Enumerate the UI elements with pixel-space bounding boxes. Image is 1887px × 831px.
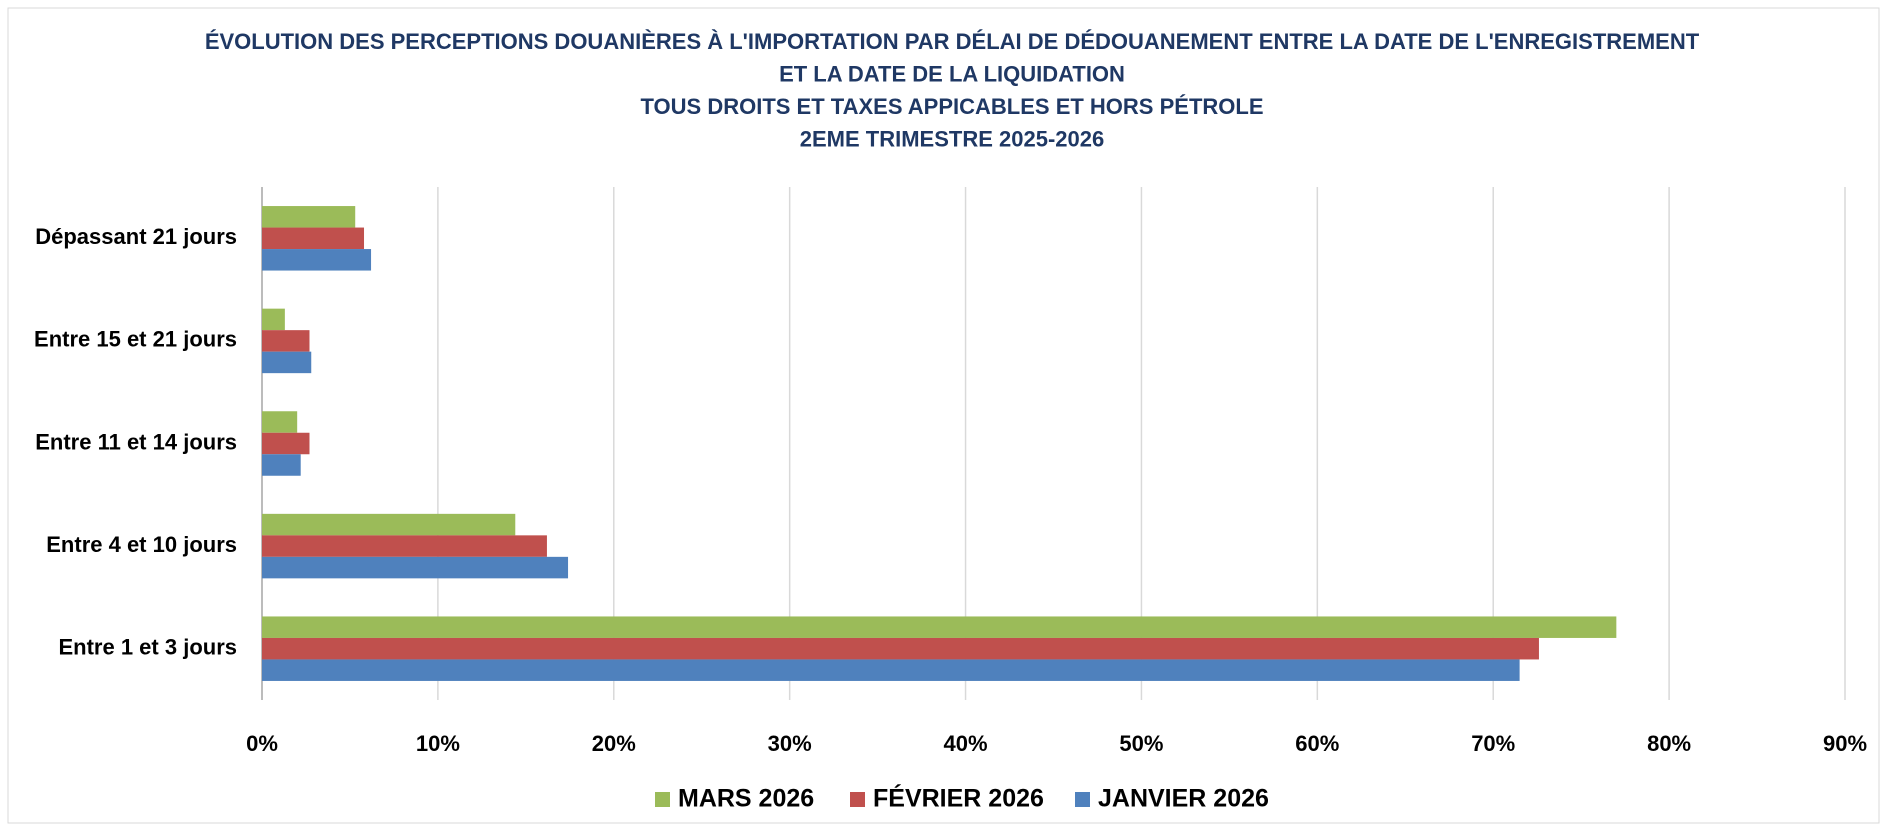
chart-title: 2EME TRIMESTRE 2025-2026 — [800, 126, 1104, 151]
bar — [262, 206, 356, 228]
y-tick-label: Entre 4 et 10 jours — [46, 532, 237, 557]
bar — [262, 308, 285, 331]
chart-title: ET LA DATE DE LA LIQUIDATION — [779, 61, 1125, 86]
bar — [262, 535, 547, 557]
legend-swatch — [850, 792, 865, 807]
x-tick-label: 20% — [592, 731, 636, 756]
y-tick-label: Entre 1 et 3 jours — [58, 635, 237, 660]
x-tick-label: 70% — [1471, 731, 1515, 756]
x-tick-label: 10% — [416, 731, 460, 756]
bar — [262, 556, 569, 579]
bar — [262, 330, 310, 352]
bar — [262, 432, 310, 455]
x-tick-label: 60% — [1295, 731, 1339, 756]
bar — [262, 659, 1520, 681]
chart-title: TOUS DROITS ET TAXES APPICABLES ET HORS … — [641, 94, 1264, 119]
y-tick-label: Entre 15 et 21 jours — [34, 327, 237, 352]
bar — [262, 411, 298, 433]
legend-label: JANVIER 2026 — [1098, 785, 1269, 813]
legend-swatch — [1075, 792, 1090, 807]
x-tick-label: 30% — [768, 731, 812, 756]
x-tick-label: 0% — [246, 731, 278, 756]
bar — [262, 637, 1539, 660]
legend-swatch — [655, 792, 670, 807]
bar — [262, 249, 372, 271]
x-tick-label: 40% — [944, 731, 988, 756]
bar — [262, 454, 301, 476]
x-tick-label: 80% — [1647, 731, 1691, 756]
x-tick-label: 90% — [1823, 731, 1867, 756]
legend-label: FÉVRIER 2026 — [873, 784, 1044, 813]
bar — [262, 513, 516, 536]
bar — [262, 351, 312, 374]
chart-frame — [7, 7, 1880, 824]
bar — [262, 616, 1617, 638]
y-tick-label: Dépassant 21 jours — [35, 224, 237, 249]
bar — [262, 227, 365, 250]
legend-label: MARS 2026 — [678, 785, 814, 813]
x-tick-label: 50% — [1119, 731, 1163, 756]
chart-title: ÉVOLUTION DES PERCEPTIONS DOUANIÈRES À L… — [205, 29, 1700, 54]
y-tick-label: Entre 11 et 14 jours — [35, 429, 237, 454]
